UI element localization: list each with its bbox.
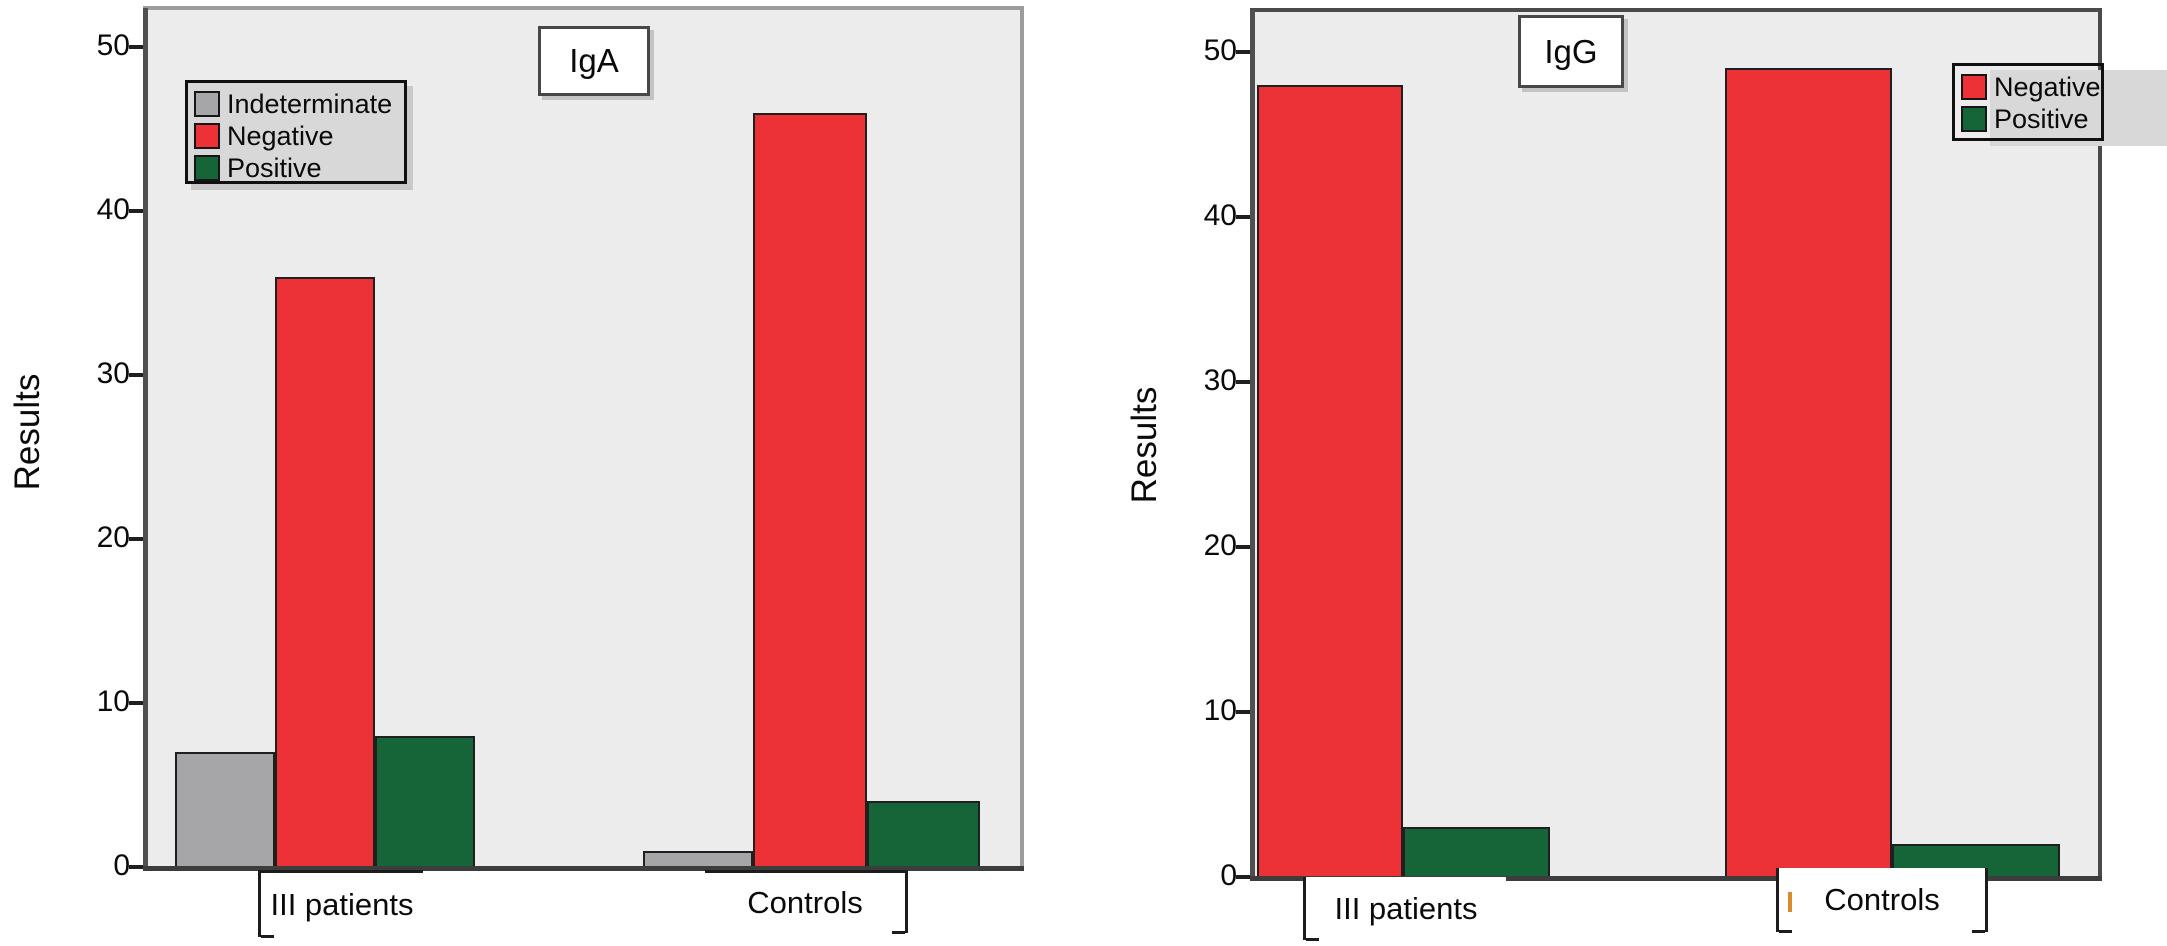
category-label-iii-patients: III patients [258, 870, 423, 938]
right-frame-line [1020, 6, 1024, 871]
tick-mark [129, 45, 143, 49]
legend-item-positive: Positive [1961, 103, 2095, 135]
tick-label: 20 [96, 521, 130, 554]
bar-negative-controls [1725, 68, 1892, 877]
chart-title: IgG [1544, 32, 1598, 70]
legend-label: Negative [1994, 72, 2101, 102]
tick-mark [129, 373, 143, 377]
tick-mark [1236, 710, 1250, 714]
tick-label: 50 [1203, 34, 1237, 67]
tick-mark [1236, 215, 1250, 219]
tick-mark [1236, 545, 1250, 549]
legend-item-indeterminate: Indeterminate [194, 88, 398, 120]
bar-positive-controls [867, 801, 980, 867]
tick-label: 40 [1203, 199, 1237, 232]
bar-positive-iii-patients [375, 736, 475, 867]
tick-mark [129, 209, 143, 213]
tick-label: 30 [96, 357, 130, 390]
chart-title: IgA [569, 42, 619, 79]
orange-tick-artifact [1788, 892, 1792, 912]
tick-label: 10 [96, 685, 130, 718]
right-frame-line [2098, 8, 2102, 881]
tick-label: 0 [113, 849, 130, 882]
tick-mark [129, 865, 143, 869]
tick-label: 10 [1203, 694, 1237, 727]
tick-mark [1236, 380, 1250, 384]
category-label-controls: Controls [1776, 868, 1988, 933]
legend-label: Positive [1994, 104, 2089, 134]
tick-mark [129, 537, 143, 541]
chart-title-box: IgA [538, 26, 650, 96]
igg-chart-panel: Results IgG 0 10 20 30 40 50 Negative Positive I… [1087, 0, 2167, 946]
tick-label: 0 [1220, 859, 1237, 892]
tick-label: 40 [96, 193, 130, 226]
tick-label: 50 [96, 29, 130, 62]
bar-indeterminate-controls [643, 851, 753, 867]
top-frame-line [1250, 8, 2102, 12]
tick-label: 20 [1203, 529, 1237, 562]
legend-item-positive: Positive [194, 152, 398, 184]
negative-swatch-icon [1961, 74, 1987, 100]
legend-background-strip [1990, 70, 2167, 146]
category-label-iii-patients: III patients [1303, 877, 1506, 941]
plot-area [148, 10, 1020, 867]
indeterminate-swatch-icon [194, 91, 220, 117]
tick-mark [1236, 50, 1250, 54]
legend-label: Negative [227, 121, 334, 151]
y-axis-line [1250, 10, 1255, 880]
legend-item-negative: Negative [194, 120, 398, 152]
negative-swatch-icon [194, 123, 220, 149]
y-axis-line [143, 8, 148, 870]
bar-negative-controls [753, 113, 867, 867]
plot-area [1255, 12, 2098, 877]
positive-swatch-icon [1961, 106, 1987, 132]
chart-title-box: IgG [1518, 15, 1624, 88]
tick-mark [1236, 875, 1250, 879]
positive-swatch-icon [194, 155, 220, 181]
iga-chart-panel: Results IgA Indeterminate Negative Positiv… [0, 0, 1082, 946]
bar-indeterminate-iii-patients [175, 752, 275, 867]
legend-label: Positive [227, 153, 322, 183]
x-axis-line [143, 866, 1024, 871]
bar-negative-iii-patients [1257, 85, 1403, 877]
top-frame-line [143, 6, 1024, 10]
tick-mark [129, 701, 143, 705]
bar-negative-iii-patients [275, 277, 375, 867]
legend-label: Indeterminate [227, 89, 393, 119]
legend: Indeterminate Negative Positive [185, 80, 407, 184]
legend-item-negative: Negative [1961, 71, 2101, 103]
bar-positive-iii-patients [1403, 827, 1550, 877]
legend: Negative Positive [1952, 63, 2104, 141]
x-axis-line [1250, 876, 2102, 881]
tick-label: 30 [1203, 364, 1237, 397]
y-axis-title: Results [8, 373, 47, 491]
category-label-controls: Controls [705, 870, 908, 934]
